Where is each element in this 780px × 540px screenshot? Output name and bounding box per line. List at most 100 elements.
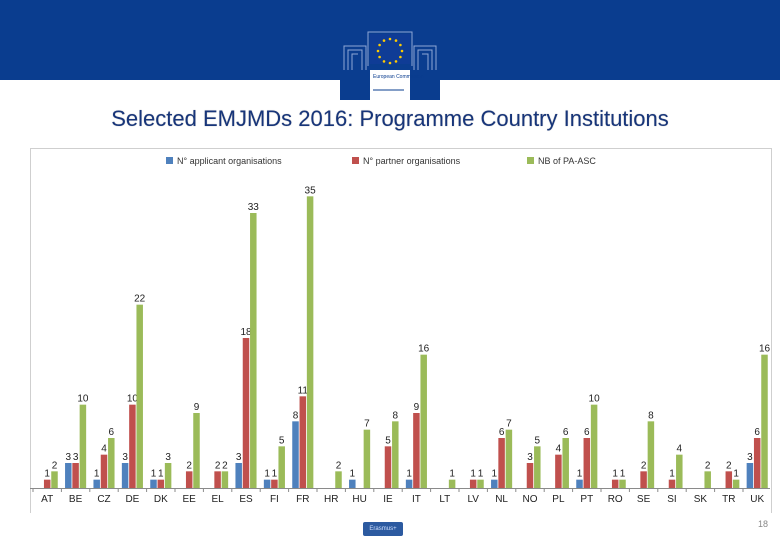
bar — [505, 429, 513, 488]
data-label: 6 — [563, 427, 569, 438]
bar — [619, 479, 626, 488]
bar — [164, 463, 172, 488]
data-label: 7 — [364, 419, 370, 430]
bar — [534, 446, 541, 488]
bar — [263, 479, 271, 488]
bar — [121, 463, 129, 488]
bar — [668, 479, 676, 488]
bar — [65, 463, 72, 488]
bar — [469, 479, 477, 488]
bar — [79, 404, 87, 488]
x-tick-label: BE — [69, 494, 83, 505]
bar-chart: N° applicant organisations N° partner org… — [30, 156, 770, 505]
bar — [299, 396, 307, 488]
bar — [420, 354, 427, 488]
data-label: 3 — [73, 452, 79, 463]
bar — [221, 471, 229, 488]
bar — [753, 438, 761, 488]
bar — [108, 438, 115, 488]
european-commission-logo: European Commission — [340, 26, 440, 100]
data-label: 18 — [240, 327, 252, 338]
bar — [405, 479, 413, 488]
bar — [732, 479, 740, 488]
bar — [185, 471, 193, 488]
data-label: 5 — [385, 435, 391, 446]
data-label: 22 — [134, 294, 146, 305]
data-label: 3 — [165, 452, 171, 463]
x-tick-label: CZ — [97, 494, 110, 505]
bar — [93, 479, 100, 488]
data-label: 1 — [470, 469, 476, 480]
bar — [306, 196, 314, 489]
legend-label: N° applicant organisations — [177, 156, 282, 166]
data-label: 1 — [350, 469, 356, 480]
data-label: 6 — [109, 427, 115, 438]
data-label: 2 — [222, 460, 228, 471]
x-tick-label: UK — [750, 494, 764, 505]
x-tick-label: EE — [183, 494, 197, 505]
bar — [278, 446, 285, 488]
bar — [150, 479, 157, 488]
data-label: 4 — [556, 444, 562, 455]
x-tick-label: SE — [637, 494, 651, 505]
bar — [583, 438, 591, 488]
data-label: 7 — [506, 419, 512, 430]
bar — [100, 454, 108, 488]
x-tick-label: IE — [383, 494, 393, 505]
data-label: 4 — [677, 444, 683, 455]
bar — [335, 471, 342, 488]
data-label: 1 — [669, 469, 675, 480]
legend-swatch — [352, 157, 359, 164]
data-label: 1 — [151, 469, 157, 480]
bar — [491, 479, 498, 488]
bar — [43, 479, 51, 488]
data-label: 11 — [298, 385, 309, 396]
data-label: 1 — [478, 469, 484, 480]
data-label: 1 — [449, 469, 455, 480]
bar — [214, 471, 221, 488]
data-label: 1 — [44, 469, 50, 480]
data-label: 2 — [726, 460, 732, 471]
data-label: 3 — [236, 452, 242, 463]
data-label: 2 — [336, 460, 342, 471]
x-tick-label: PL — [552, 494, 565, 505]
x-tick-label: DK — [154, 494, 168, 505]
data-label: 10 — [589, 394, 601, 405]
data-label: 2 — [52, 460, 58, 471]
x-tick-label: FR — [296, 494, 309, 505]
bar — [271, 479, 278, 488]
legend-swatch — [527, 157, 534, 164]
data-label: 6 — [499, 427, 505, 438]
data-label: 6 — [754, 427, 760, 438]
data-label: 6 — [584, 427, 590, 438]
bar — [413, 413, 420, 488]
data-label: 9 — [414, 402, 420, 413]
bar — [384, 446, 392, 488]
data-label: 3 — [527, 452, 533, 463]
bar — [640, 471, 647, 488]
bar — [676, 454, 683, 488]
data-label: 4 — [101, 444, 107, 455]
x-tick-label: EL — [211, 494, 224, 505]
data-label: 1 — [492, 469, 498, 480]
chart-frame — [30, 148, 772, 513]
legend-swatch — [166, 157, 173, 164]
bar — [576, 479, 583, 488]
data-label: 1 — [620, 469, 626, 480]
bar — [72, 463, 79, 488]
bar — [242, 338, 250, 488]
x-tick-label: DE — [125, 494, 139, 505]
x-tick-label: IT — [412, 494, 421, 505]
logo-text: European Commission — [373, 74, 424, 80]
x-tick-label: LV — [467, 494, 479, 505]
data-label: 1 — [272, 469, 278, 480]
x-tick-label: SK — [694, 494, 708, 505]
x-tick-label: RO — [608, 494, 623, 505]
legend-label: NB of PA-ASC — [538, 156, 596, 166]
bar — [235, 463, 242, 488]
data-label: 16 — [759, 344, 770, 355]
data-label: 2 — [186, 460, 192, 471]
x-tick-label: ES — [239, 494, 253, 505]
bar — [611, 479, 619, 488]
erasmus-badge: Erasmus+ — [363, 522, 403, 536]
